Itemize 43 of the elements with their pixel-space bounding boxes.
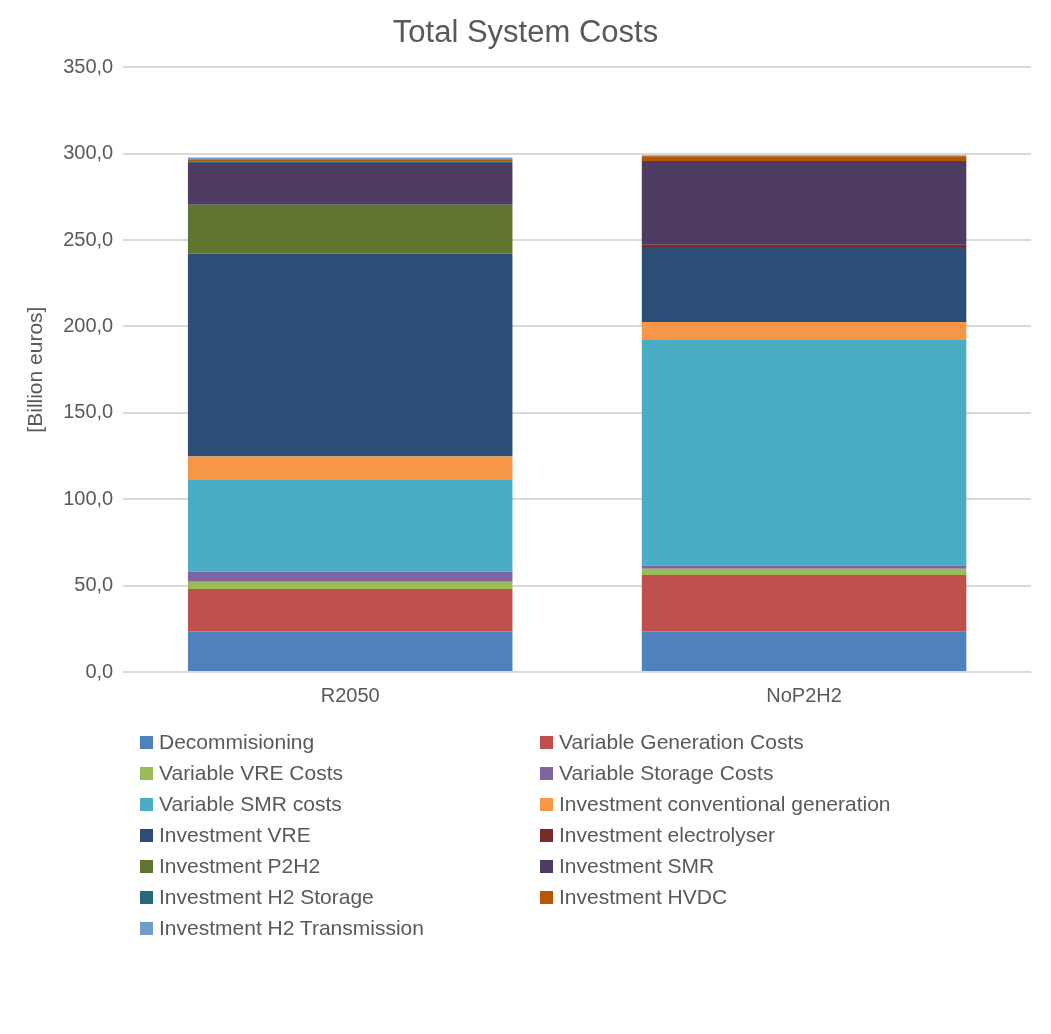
y-tick-label: 200,0	[63, 313, 114, 336]
y-axis-title: [Billion euros]	[23, 306, 47, 433]
bar	[641, 161, 967, 245]
chart-title: Total System Costs	[392, 14, 659, 50]
bar	[187, 581, 513, 590]
y-tick-label: 250,0	[63, 227, 114, 250]
bar	[187, 631, 513, 671]
y-tick-label: 350,0	[63, 54, 114, 77]
bar	[641, 247, 967, 323]
legend-label: Variable SMR costs	[159, 792, 342, 816]
y-tick-label: 300,0	[63, 141, 114, 164]
bar	[641, 565, 967, 569]
bar	[641, 322, 967, 340]
bar	[187, 162, 513, 205]
legend-label: Investment H2 Transmission	[159, 916, 424, 940]
x-tick-label: NoP2H2	[766, 683, 842, 706]
y-tick-label: 50,0	[74, 573, 114, 596]
legend-label: Variable VRE Costs	[159, 761, 344, 785]
legend-label: Variable Generation Costs	[559, 730, 804, 754]
bar	[187, 479, 513, 572]
y-tick-label: 0,0	[85, 659, 114, 682]
bar	[641, 568, 967, 575]
bar	[641, 631, 967, 671]
bar	[187, 589, 513, 632]
legend-label: Variable Storage Costs	[559, 761, 774, 785]
legend-label: Investment electrolyser	[559, 823, 775, 847]
y-tick-label: 100,0	[63, 486, 114, 509]
legend-label: Investment SMR	[559, 854, 715, 878]
bar	[187, 253, 513, 457]
y-tick-label: 150,0	[63, 400, 114, 423]
legend-label: Investment P2H2	[159, 854, 321, 878]
bar	[641, 339, 967, 566]
bar	[641, 156, 967, 162]
bar	[187, 571, 513, 582]
legend-label: Investment HVDC	[559, 885, 728, 909]
legend-label: Investment H2 Storage	[159, 885, 374, 909]
bar	[187, 204, 513, 254]
legend-label: Investment VRE	[159, 823, 311, 847]
bar	[641, 574, 967, 632]
legend-label: Investment conventional generation	[559, 792, 891, 816]
x-tick-label: R2050	[320, 683, 380, 706]
legend-label: Decommisioning	[159, 730, 315, 754]
bar	[187, 456, 513, 480]
